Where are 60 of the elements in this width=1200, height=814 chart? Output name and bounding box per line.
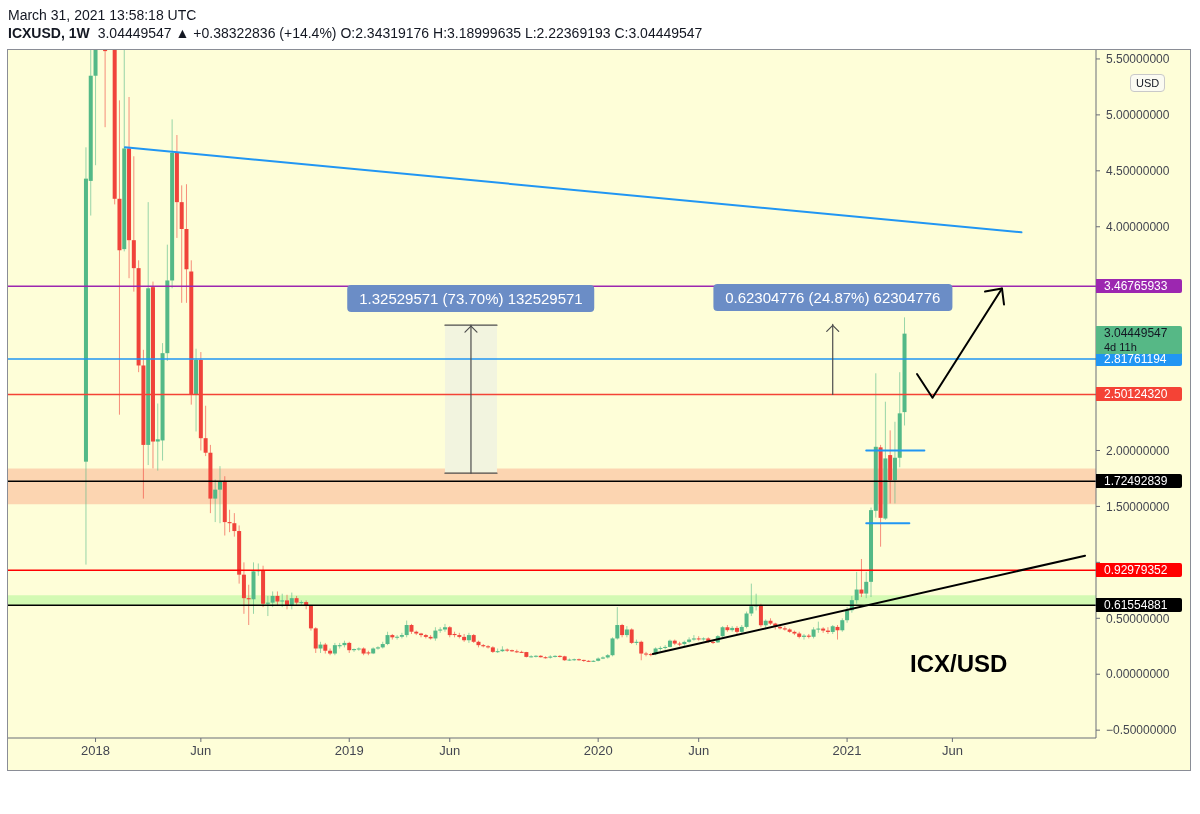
candlestick [533,654,538,658]
x-tick-label: Jun [941,743,963,759]
candlestick [462,633,467,643]
candlestick [466,632,471,644]
y-tick-label: 5.00000000 [1106,108,1170,123]
y-axis-title: USD [1136,77,1160,89]
ref-line-label: 2.81761194 [1104,352,1167,367]
candlestick [624,625,629,638]
chart-subtitle: 3.04449547 ▲ +0.38322836 (+14.4%) O:2.34319176 H:3.18999635 L:2.22369193 C:3.04449547 [97,25,703,41]
candlestick [663,644,668,651]
y-tick-label: 2.00000000 [1106,443,1170,458]
candlestick [821,626,826,634]
candlestick [691,634,696,642]
x-tick-label: 2019 [334,743,364,759]
y-tick-label: 4.00000000 [1106,220,1170,235]
annotation: 1.32529571 (73.70%) 132529571 [359,290,583,308]
y-tick-label: 4.50000000 [1106,164,1170,179]
x-tick-label: 2018 [81,743,110,759]
ref-line-label: 0.92979352 [1104,563,1168,578]
candlestick [352,648,357,653]
candlestick [529,654,534,658]
ref-line-label: 1.72492839 [1104,474,1168,489]
x-tick-label: Jun [688,743,710,759]
annotation: 0.62304776 (24.87%) 62304776 [725,289,941,307]
candlestick [644,651,649,657]
candlestick [399,632,404,639]
candlestick [816,621,821,634]
x-tick-label: Jun [439,743,461,759]
annotation: ICX/USD [910,650,1008,677]
candlestick [299,599,304,606]
candlestick [375,645,380,651]
candlestick [285,594,290,610]
candlestick [701,636,706,642]
ref-line-label: 0.61554881 [1104,598,1168,613]
candlestick [658,645,663,652]
y-tick-label: 1.50000000 [1106,499,1170,514]
x-tick-label: 2021 [832,743,862,759]
candlestick [577,658,582,662]
candlestick [696,635,701,642]
y-tick-label: 5.50000000 [1106,52,1170,67]
candlestick [553,654,558,658]
ref-line-label: 3.46765933 [1104,279,1168,294]
y-tick-label: 0.00000000 [1106,667,1170,682]
candlestick [486,644,491,649]
candlestick [734,625,739,635]
candlestick [548,654,553,660]
chart-title: ICXUSD, 1W [8,25,90,41]
candlestick [543,655,548,660]
text: 4d 11h [1104,340,1137,353]
x-tick-label: 2020 [583,743,613,759]
candlestick [711,640,716,645]
text: 3.04449547 [1104,325,1168,340]
y-tick-label: 0.50000000 [1106,611,1170,626]
text: March 31, 2021 13:58:18 UTC [8,7,197,23]
x-tick-label: Jun [190,743,212,759]
ref-line-label: 2.50124320 [1104,387,1168,402]
candlestick [356,646,361,652]
candlestick [395,634,400,641]
y-tick-label: −0.50000000 [1106,723,1177,738]
candlestick [782,625,787,632]
